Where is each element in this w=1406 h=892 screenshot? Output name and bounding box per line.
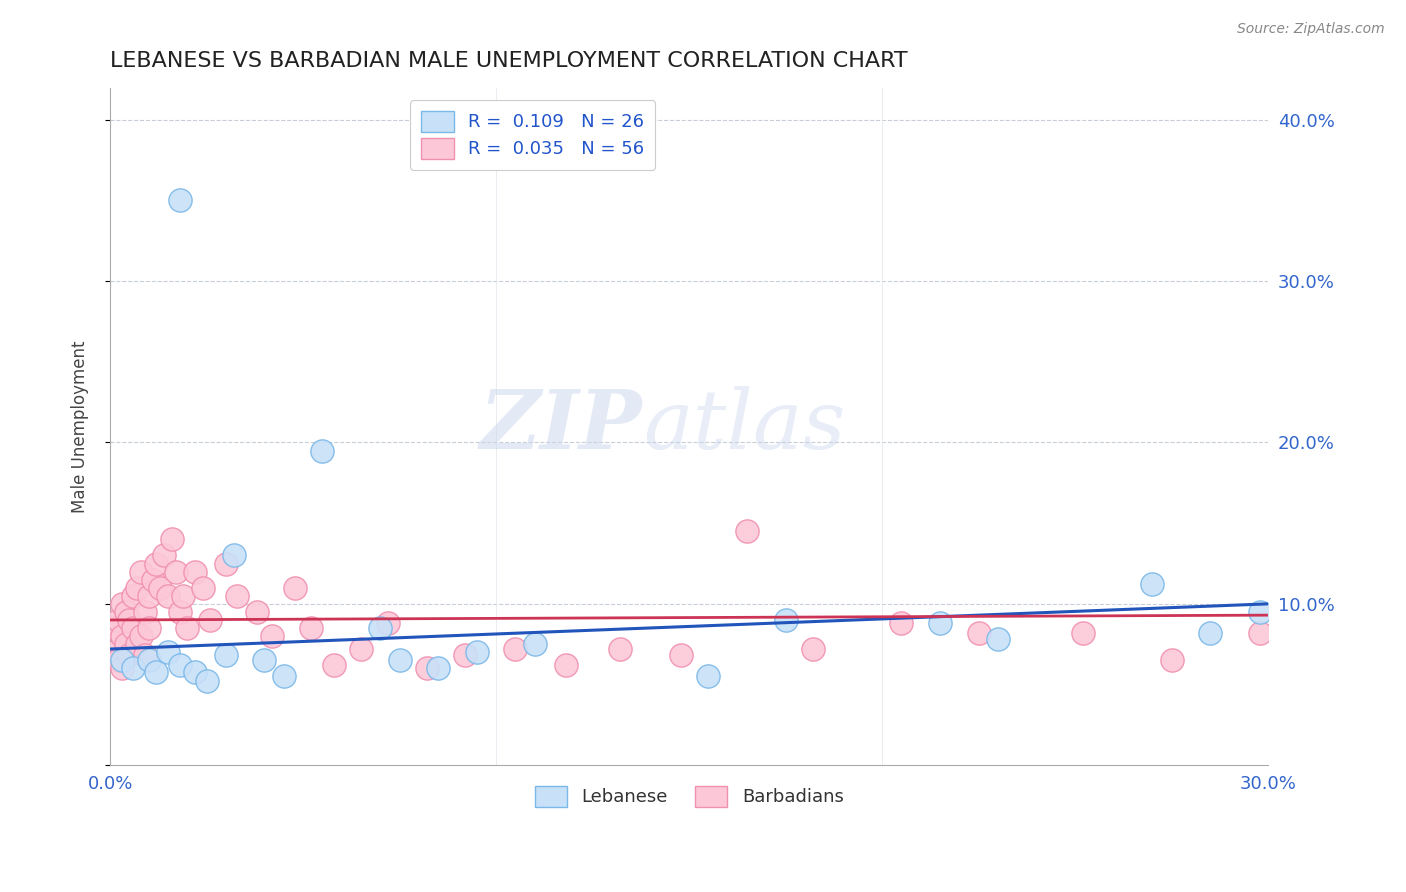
Point (350, 642, 373, 657)
Point (200, 613, 222, 627)
Point (253, 653, 276, 667)
Point (129, 565, 152, 579)
Point (273, 669, 295, 683)
Text: Source: ZipAtlas.com: Source: ZipAtlas.com (1237, 22, 1385, 37)
Point (1142, 577, 1164, 591)
Point (176, 621, 198, 635)
Point (107, 653, 129, 667)
Point (127, 637, 149, 651)
Point (377, 616, 399, 631)
Point (523, 637, 546, 651)
Point (114, 637, 136, 651)
Point (967, 626, 990, 640)
Point (311, 443, 333, 458)
Point (215, 648, 238, 663)
Point (103, 621, 125, 635)
Point (134, 648, 156, 663)
Point (929, 616, 952, 631)
Point (226, 589, 249, 603)
Point (890, 616, 912, 631)
Text: LEBANESE VS BARBADIAN MALE UNEMPLOYMENT CORRELATION CHART: LEBANESE VS BARBADIAN MALE UNEMPLOYMENT … (110, 51, 908, 70)
Point (454, 648, 477, 663)
Point (246, 605, 269, 619)
Point (169, 194, 191, 208)
Point (609, 642, 631, 657)
Point (169, 658, 191, 673)
Y-axis label: Male Unemployment: Male Unemployment (72, 340, 89, 513)
Point (1249, 626, 1271, 640)
Point (775, 613, 797, 627)
Point (184, 665, 207, 679)
Point (107, 613, 129, 627)
Point (505, 642, 527, 657)
Point (118, 648, 141, 663)
Point (222, 549, 245, 563)
Point (160, 533, 183, 547)
Point (129, 629, 152, 643)
Point (1249, 605, 1271, 619)
Point (184, 565, 207, 579)
Point (987, 632, 1010, 647)
Point (368, 621, 391, 635)
Point (735, 524, 758, 539)
Point (1160, 653, 1182, 667)
Point (153, 549, 176, 563)
Point (427, 661, 450, 675)
Point (111, 661, 134, 675)
Point (465, 645, 488, 659)
Point (323, 658, 346, 673)
Point (415, 661, 437, 675)
Point (299, 621, 322, 635)
Point (134, 605, 156, 619)
Point (172, 589, 194, 603)
Point (127, 581, 149, 595)
Point (554, 658, 576, 673)
Text: atlas: atlas (643, 386, 845, 467)
Point (149, 581, 172, 595)
Point (138, 621, 160, 635)
Point (111, 597, 134, 611)
Point (122, 661, 145, 675)
Point (118, 613, 141, 627)
Point (103, 645, 125, 659)
Text: ZIP: ZIP (481, 386, 643, 467)
Point (111, 653, 134, 667)
Point (284, 581, 307, 595)
Point (1199, 626, 1222, 640)
Point (138, 589, 160, 603)
Point (388, 653, 411, 667)
Point (1071, 626, 1094, 640)
Point (801, 642, 824, 657)
Point (215, 557, 238, 571)
Point (145, 557, 167, 571)
Point (141, 573, 163, 587)
Point (671, 648, 693, 663)
Point (191, 581, 214, 595)
Point (145, 665, 167, 679)
Point (122, 621, 145, 635)
Point (122, 589, 145, 603)
Point (169, 605, 191, 619)
Point (114, 605, 136, 619)
Point (262, 629, 284, 643)
Point (195, 674, 218, 689)
Point (111, 629, 134, 643)
Legend: Lebanese, Barbadians: Lebanese, Barbadians (527, 779, 851, 814)
Point (156, 645, 179, 659)
Point (156, 589, 179, 603)
Point (138, 653, 160, 667)
Point (697, 669, 720, 683)
Point (165, 565, 187, 579)
